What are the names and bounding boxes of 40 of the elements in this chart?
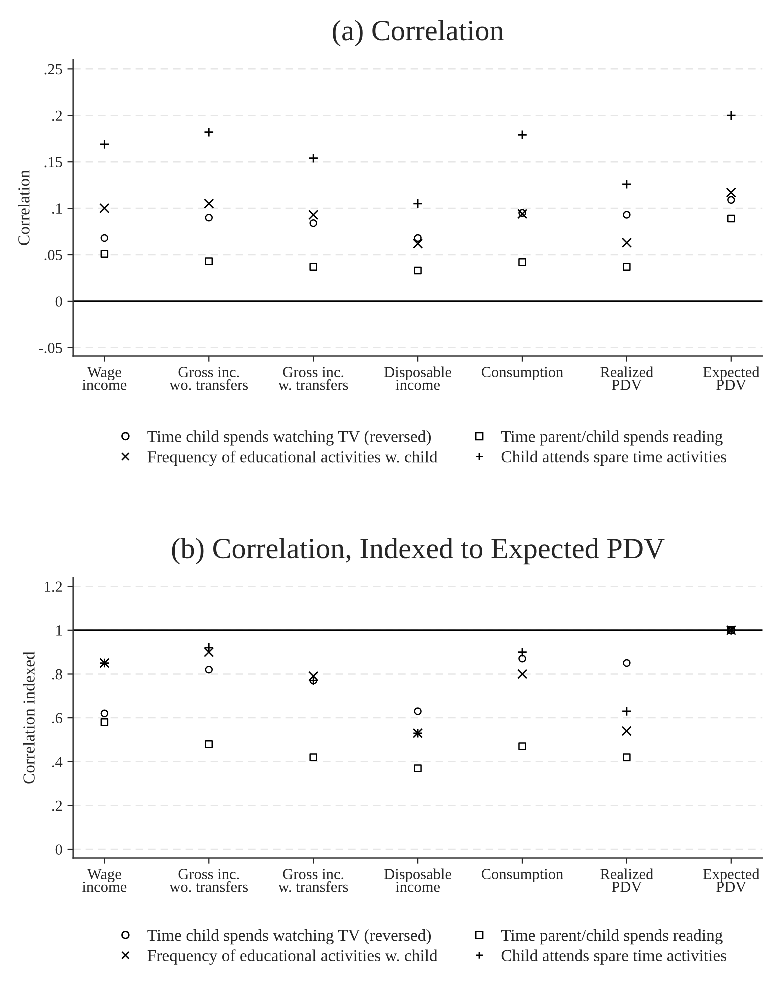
x-tick-label: Realized PDV — [600, 366, 654, 390]
legend-label: Time parent/child spends reading — [501, 430, 723, 446]
legend-label: Child attends spare time activities — [502, 950, 726, 965]
y-tick-label: .25 — [44, 64, 62, 75]
y-tick-label: 1.2 — [45, 582, 62, 592]
chart-title: (b) Correlation, Indexed to Expected PDV — [172, 538, 665, 565]
x-tick-label: Gross inc. w. transfers — [278, 869, 348, 892]
legend-label: Time parent/child spends reading — [501, 929, 723, 945]
y-tick-label: .6 — [52, 713, 62, 724]
x-tick-label: Expected PDV — [703, 366, 760, 390]
legend-label: Time child spends watching TV (reversed) — [148, 430, 432, 446]
y-tick-label: 0 — [56, 844, 62, 855]
y-tick-label: 0 — [56, 296, 62, 307]
y-tick-label: .2 — [52, 800, 62, 812]
x-tick-label: Disposable income — [384, 868, 452, 892]
x-tick-label: Gross inc. w. transfers — [278, 367, 348, 390]
legend-label: Child attends spare time activities — [502, 450, 726, 466]
x-tick-label: Disposable income — [384, 366, 452, 390]
y-tick-label: .15 — [44, 157, 62, 168]
y-tick-label: .8 — [52, 669, 62, 680]
x-tick-label: Expected PDV — [703, 868, 760, 892]
y-tick-label: .05 — [44, 250, 62, 261]
y-axis-title: Correlation — [18, 170, 30, 246]
y-tick-label: .1 — [52, 204, 62, 214]
x-tick-label: Wage income — [82, 367, 127, 390]
legend-label: Frequency of educational activities w. child — [148, 950, 438, 965]
y-tick-label: .4 — [52, 757, 63, 768]
chart-title: (a) Correlation — [333, 20, 504, 47]
y-axis-title: Correlation indexed — [23, 652, 35, 784]
legend-label: Frequency of educational activities w. child — [148, 450, 438, 466]
y-tick-label: -.05 — [39, 343, 62, 354]
x-tick-label: Wage income — [82, 869, 127, 892]
y-tick-label: .2 — [52, 110, 62, 122]
x-tick-label: Consumption — [482, 869, 564, 883]
x-tick-label: Realized PDV — [600, 868, 654, 892]
x-tick-label: Gross inc. wo. transfers — [170, 367, 248, 390]
x-tick-label: Consumption — [482, 367, 564, 381]
x-tick-label: Gross inc. wo. transfers — [170, 869, 248, 892]
y-tick-label: 1 — [56, 626, 62, 636]
legend-label: Time child spends watching TV (reversed) — [148, 929, 432, 945]
